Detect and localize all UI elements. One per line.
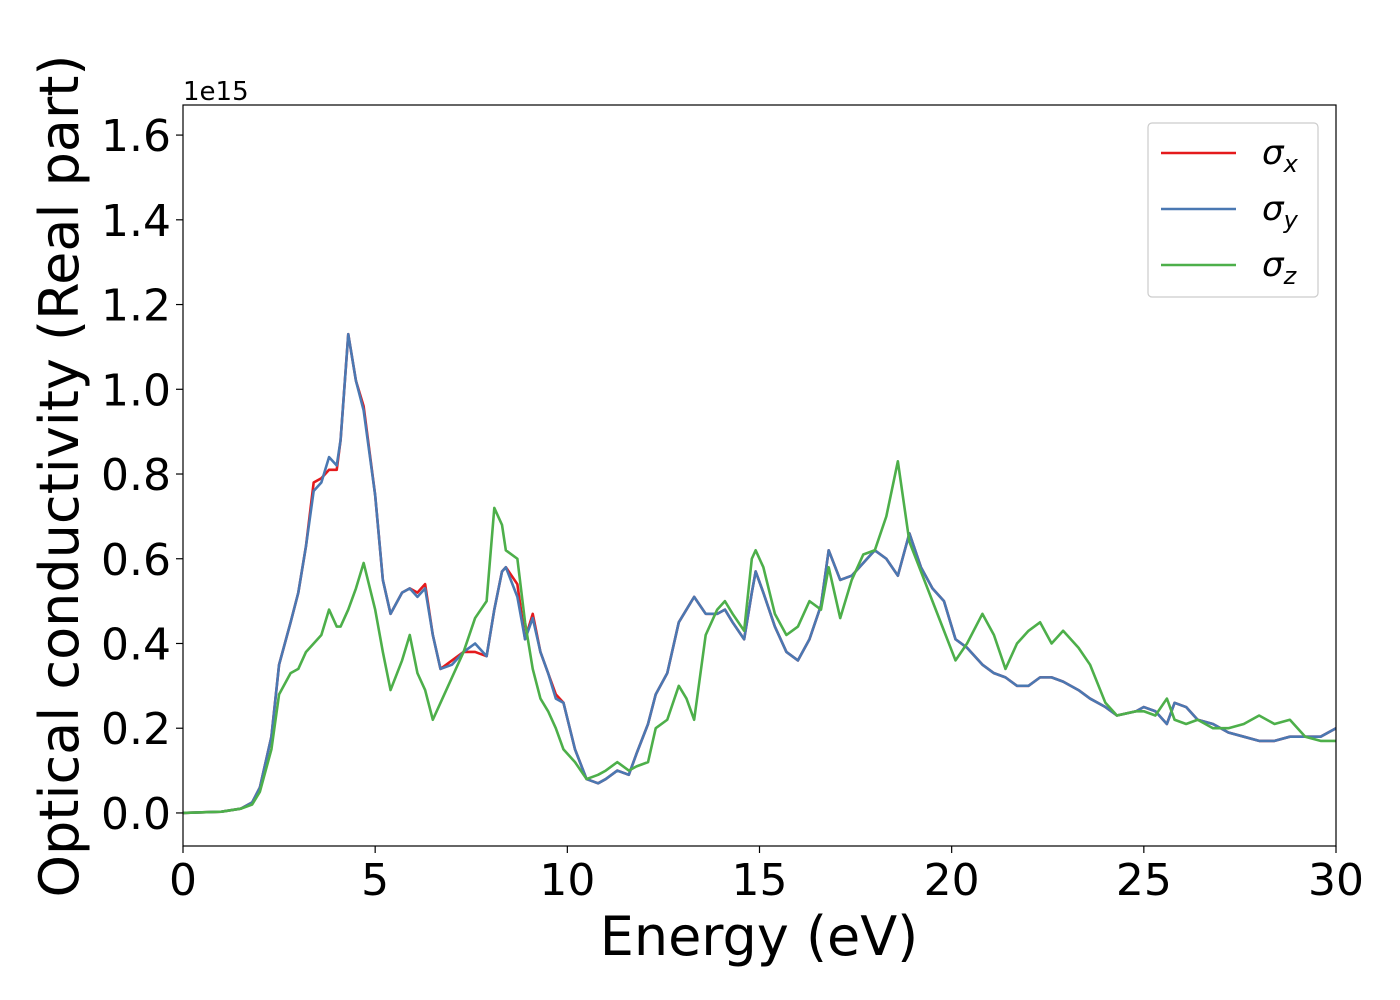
y-tick-label: 0.0 [101,789,171,840]
y-tick-label: 0.4 [101,619,171,670]
legend-label: σz [1262,245,1298,290]
plot-area [183,332,1336,815]
y-tick-label: 0.2 [101,704,171,755]
x-tick-label: 5 [361,855,389,906]
x-tick-label: 15 [732,855,788,906]
y-tick-label: 0.8 [101,450,171,501]
series-line [183,460,1336,815]
series-line [183,332,1336,815]
x-axis-label: Energy (eV) [600,905,919,968]
x-tick-label: 10 [539,855,595,906]
y-tick-label: 1.6 [101,111,171,162]
x-tick-label: 25 [1116,855,1172,906]
x-tick-label: 20 [924,855,980,906]
y-tick-label: 1.2 [101,281,171,332]
y-axis-label: Optical conductivity (Real part) [28,55,91,898]
x-tick-label: 30 [1308,855,1364,906]
legend-label: σx [1262,133,1299,178]
legend-label: σy [1262,189,1299,234]
offset-label: 1e15 [183,77,249,107]
y-tick-label: 1.4 [101,196,171,247]
y-tick-label: 0.6 [101,535,171,586]
y-tick-label: 1.0 [101,365,171,416]
x-tick-label: 0 [169,855,197,906]
